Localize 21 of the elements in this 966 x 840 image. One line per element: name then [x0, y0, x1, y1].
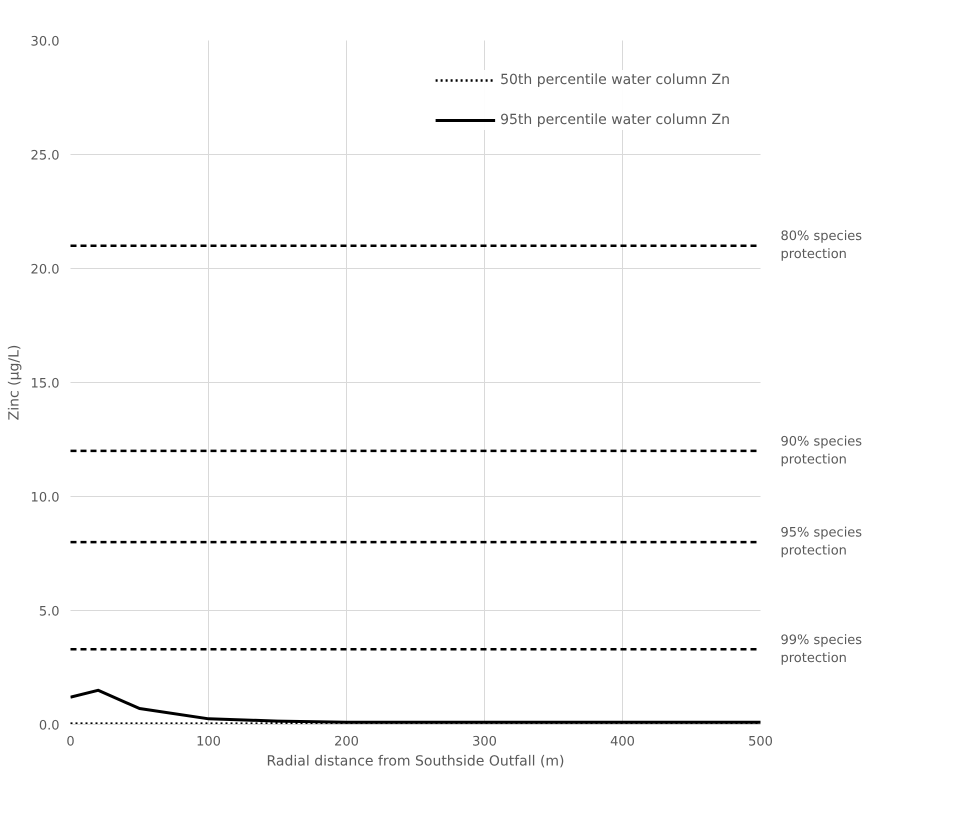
x-tick-label: 100 — [196, 734, 221, 750]
x-axis-title: Radial distance from Southside Outfall (m) — [266, 754, 564, 770]
ref-line-label: 99% species protection — [780, 632, 862, 666]
y-tick-label: 30.0 — [30, 34, 60, 50]
y-tick-label: 15.0 — [30, 376, 60, 392]
legend-label: 95th percentile water column Zn — [500, 112, 730, 128]
ref-line-label: 80% species protection — [780, 229, 862, 262]
x-tick-label: 0 — [66, 734, 75, 750]
y-tick-label: 5.0 — [38, 604, 60, 620]
y-tick-label: 20.0 — [30, 262, 60, 278]
y-tick-label: 0.0 — [38, 718, 60, 734]
y-tick-label: 10.0 — [30, 490, 60, 506]
y-axis-title: Zinc (µg/L) — [6, 344, 23, 420]
y-tick-label: 25.0 — [30, 148, 60, 164]
x-tick-label: 500 — [748, 734, 773, 750]
ref-line-label: 90% species protection — [780, 434, 862, 468]
x-tick-label: 400 — [610, 734, 635, 750]
x-tick-label: 300 — [472, 734, 497, 750]
ref-line-label: 95% species protection — [780, 526, 862, 559]
legend-label: 50th percentile water column Zn — [500, 72, 730, 88]
x-tick-label: 200 — [334, 734, 359, 750]
